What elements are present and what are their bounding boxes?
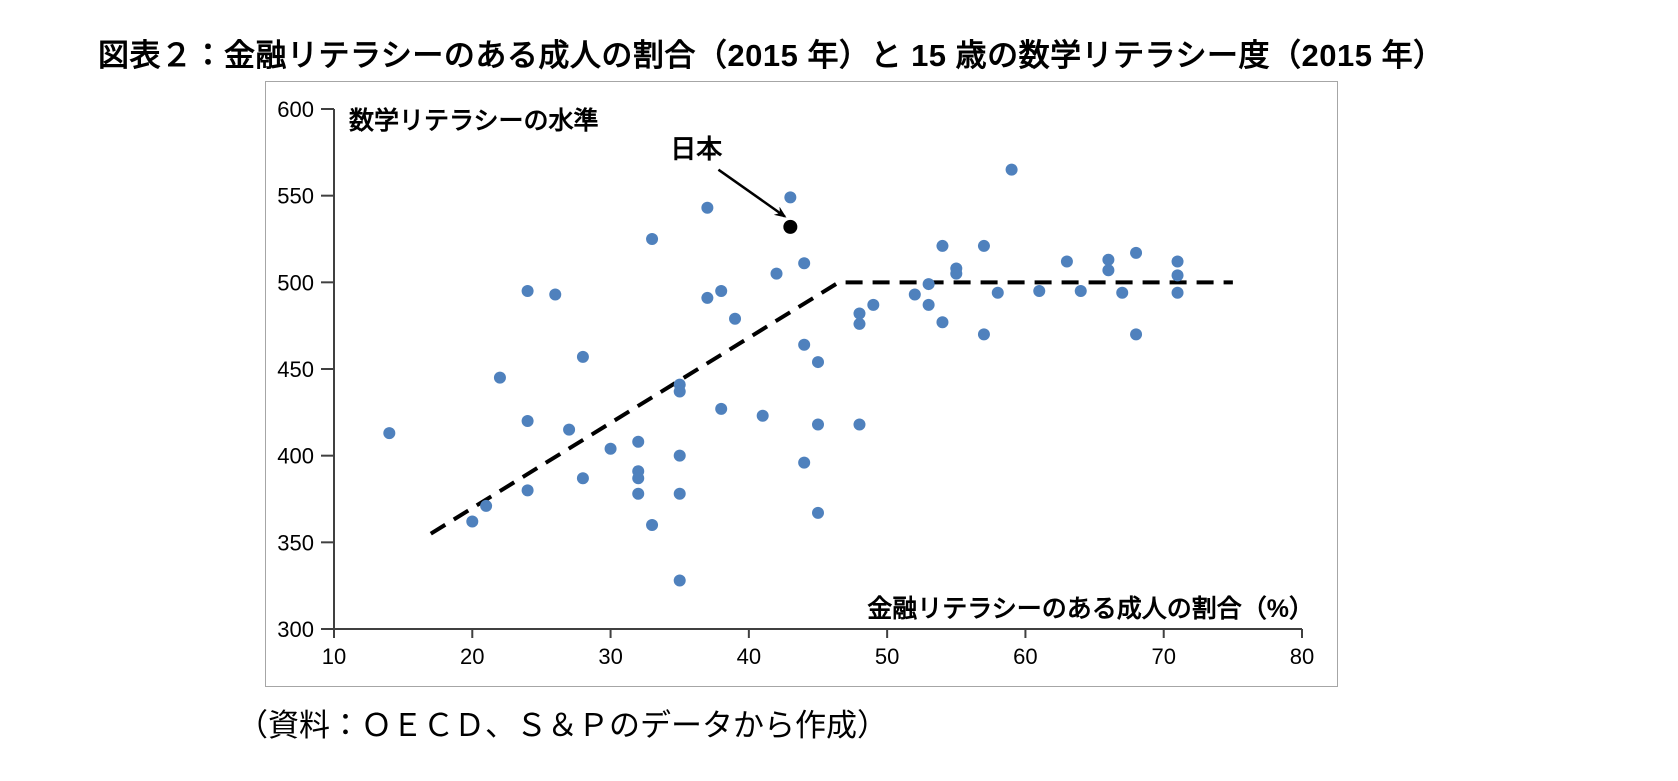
data-point <box>563 423 576 436</box>
data-point <box>1130 328 1143 341</box>
data-point <box>812 418 824 431</box>
data-point <box>950 267 963 280</box>
x-tick-label: 50 <box>875 644 899 669</box>
data-point <box>936 316 949 329</box>
y-tick-label: 450 <box>277 357 314 382</box>
data-point <box>1033 285 1046 297</box>
y-tick-label: 500 <box>277 270 314 295</box>
data-point <box>521 415 534 427</box>
data-point <box>383 427 396 440</box>
data-point <box>867 298 880 311</box>
data-point <box>729 312 742 325</box>
data-point <box>1102 264 1115 277</box>
data-point <box>521 285 534 297</box>
data-point <box>798 456 811 469</box>
data-point <box>991 286 1004 299</box>
data-point <box>701 201 714 214</box>
japan-annotation-label: 日本 <box>670 134 723 164</box>
data-point <box>770 267 783 280</box>
data-point <box>784 191 797 204</box>
data-point <box>977 328 990 341</box>
data-point <box>673 385 686 398</box>
trend-dashed-line <box>429 280 1233 536</box>
data-point <box>1005 163 1018 176</box>
data-point <box>922 278 935 291</box>
data-point <box>922 298 935 311</box>
data-point <box>604 442 617 455</box>
data-point <box>632 487 645 500</box>
y-tick-label: 600 <box>277 97 314 122</box>
x-tick-label: 80 <box>1290 644 1314 669</box>
data-point <box>493 371 506 384</box>
data-point <box>1060 255 1073 268</box>
y-axis-title: 数学リテラシーの水準 <box>349 106 599 135</box>
data-point <box>715 402 728 415</box>
data-point <box>646 519 659 531</box>
data-point <box>480 499 493 512</box>
data-point <box>576 472 589 485</box>
data-point <box>798 338 811 351</box>
data-point <box>812 356 824 369</box>
data-point <box>853 418 866 431</box>
data-point <box>632 435 645 448</box>
x-axis-title: 金融リテラシーのある成人の割合（%） <box>867 594 1314 623</box>
x-tick-label: 10 <box>322 644 346 669</box>
data-point <box>977 239 990 252</box>
data-point <box>756 409 769 422</box>
data-point <box>1116 286 1129 299</box>
data-point <box>646 233 659 245</box>
data-point <box>673 574 686 587</box>
chart-area: 300 350 400 450 500 550 600 10 20 30 40 50 60 70 80 数学リ… <box>265 81 1338 687</box>
scatter-chart: 300 350 400 450 500 550 600 10 20 30 40 50 60 70 80 数学リ… <box>277 97 1314 669</box>
data-point <box>549 288 562 301</box>
data-point <box>1171 286 1184 299</box>
data-point <box>936 239 949 252</box>
data-point <box>521 484 534 497</box>
x-tick-label: 70 <box>1151 644 1175 669</box>
y-tick-label: 400 <box>277 444 314 469</box>
data-point <box>908 288 921 301</box>
y-tick-label: 350 <box>277 530 314 555</box>
data-point <box>1102 253 1115 266</box>
figure-title: 図表２：金融リテラシーのある成人の割合（2015 年）と 15 歳の数学リテラシ… <box>98 38 1445 73</box>
y-tick-label: 550 <box>277 184 314 209</box>
japan-annotation-arrow <box>717 168 787 218</box>
data-point <box>576 350 589 363</box>
x-tick-label: 30 <box>598 644 622 669</box>
data-point <box>853 317 866 330</box>
x-tick-label: 20 <box>460 644 484 669</box>
data-point <box>798 257 811 270</box>
data-point <box>632 472 645 485</box>
data-point <box>673 487 686 500</box>
x-tick-label: 60 <box>1013 644 1037 669</box>
data-point <box>812 506 824 519</box>
x-tick-label: 40 <box>737 644 761 669</box>
data-point <box>466 515 479 528</box>
japan-point <box>783 219 798 234</box>
data-point <box>715 285 728 297</box>
data-point <box>853 307 866 320</box>
data-point <box>673 449 686 462</box>
source-caption: （資料：ＯＥＣＤ、Ｓ＆Ｐのデータから作成） <box>237 708 888 743</box>
data-point <box>701 291 714 304</box>
data-point <box>1171 269 1184 282</box>
y-tick-label: 300 <box>277 617 314 642</box>
data-point <box>1171 255 1184 268</box>
data-point <box>1130 246 1143 259</box>
data-point <box>1074 285 1087 297</box>
